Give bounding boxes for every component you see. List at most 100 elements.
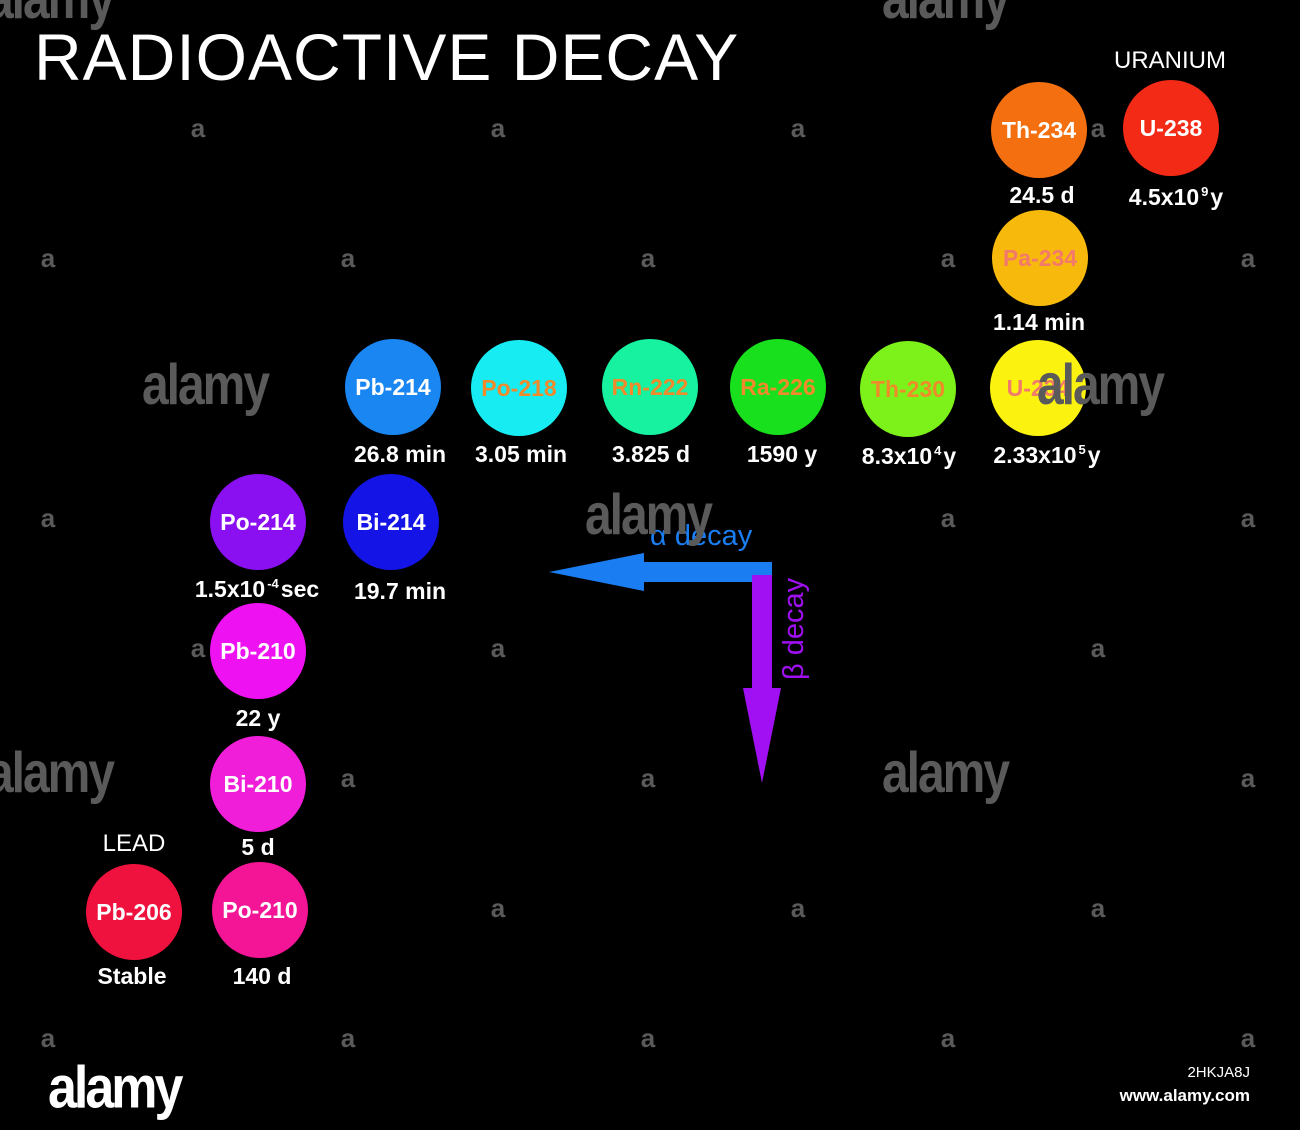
nuclide-name: U-238 (1139, 114, 1203, 141)
beta-decay-arrow (743, 575, 781, 783)
nuclide-rn222: Rn-222 (602, 339, 698, 435)
halflife-unit: sec (280, 576, 320, 602)
halflife-pb206: Stable (97, 965, 166, 988)
alamy-logo: alamy (48, 1054, 183, 1122)
halflife-value: 8.3x10 (861, 443, 933, 469)
halflife-po218: 3.05 min (475, 443, 567, 466)
nuclide-name: Po-214 (220, 508, 296, 535)
watermark-letter: a (40, 243, 56, 273)
halflife-u234: 2.33x10 5y (993, 443, 1100, 467)
nuclide-name: Pb-210 (220, 637, 296, 664)
watermark-letter: a (640, 763, 656, 793)
nuclide-po218: Po-218 (471, 340, 567, 436)
halflife-po210: 140 d (233, 965, 292, 988)
watermark-letter: a (190, 113, 206, 143)
nuclide-pa234: Pa-234 (992, 210, 1088, 306)
nuclide-u234: U-234 (990, 340, 1086, 436)
nuclide-bi210: Bi-210 (210, 736, 306, 832)
halflife-value: 1.14 min (992, 309, 1086, 335)
alpha-decay-label: α decay (650, 520, 753, 552)
nuclide-th234: Th-234 (991, 82, 1087, 178)
image-code: 2HKJA8J (1187, 1064, 1250, 1081)
halflife-exponent: 5 (1078, 442, 1086, 457)
nuclide-name: Po-218 (481, 374, 557, 401)
halflife-bi210: 5 d (241, 836, 274, 859)
halflife-pb214: 26.8 min (354, 443, 446, 466)
watermark-letter: a (1090, 633, 1106, 663)
site-url: www.alamy.com (1119, 1086, 1250, 1105)
watermark-letter: a (1090, 113, 1106, 143)
nuclide-po214: Po-214 (210, 474, 306, 570)
watermark-letter: a (940, 243, 956, 273)
lead-label: LEAD (102, 830, 166, 857)
watermark-word: alamy (141, 353, 270, 418)
nuclide-pb206: Pb-206 (86, 864, 182, 960)
nuclide-bi214: Bi-214 (343, 474, 439, 570)
watermark-letter: a (40, 503, 56, 533)
watermark-letter: a (40, 1023, 56, 1053)
halflife-value: 140 d (232, 963, 292, 989)
nuclide-name: Ra-226 (740, 373, 816, 400)
watermark-letter: a (340, 243, 356, 273)
halflife-po214: 1.5x10 -4sec (195, 577, 319, 601)
halflife-value: 4.5x10 (1128, 184, 1200, 210)
uranium-label: URANIUM (1114, 47, 1226, 74)
watermark-letter: a (1240, 1023, 1256, 1053)
halflife-th234: 24.5 d (1009, 184, 1074, 207)
watermark-word: alamy (881, 741, 1010, 806)
watermark-letter: a (940, 503, 956, 533)
nuclide-name: Bi-214 (356, 508, 426, 535)
halflife-ra226: 1590 y (747, 443, 817, 466)
watermark-letter: a (640, 1023, 656, 1053)
halflife-unit: y (943, 443, 957, 469)
watermark-letter: a (490, 113, 506, 143)
halflife-unit: y (1087, 442, 1101, 468)
halflife-value: 5 d (241, 834, 275, 860)
watermark-letter: a (1240, 243, 1256, 273)
halflife-value: 1590 y (746, 441, 818, 467)
halflife-pa234: 1.14 min (993, 311, 1085, 334)
watermark-letter: a (490, 633, 506, 663)
halflife-unit: y (1210, 184, 1224, 210)
nuclide-name: Pa-234 (1002, 244, 1078, 271)
halflife-value: 1.5x10 (194, 576, 266, 602)
halflife-value: 3.825 d (612, 441, 690, 467)
halflife-pb210: 22 y (236, 707, 281, 730)
watermark-letter: a (1090, 893, 1106, 923)
page-title: RADIOACTIVE DECAY (34, 20, 740, 94)
halflife-value: 2.33x10 (993, 442, 1077, 468)
watermark-letter: a (1240, 503, 1256, 533)
nuclide-po210: Po-210 (212, 862, 308, 958)
watermark-letter: a (640, 243, 656, 273)
halflife-rn222: 3.825 d (612, 443, 690, 466)
nuclide-ra226: Ra-226 (730, 339, 826, 435)
nuclide-pb214: Pb-214 (345, 339, 441, 435)
watermark-letter: a (1240, 763, 1256, 793)
nuclide-th230: Th-230 (860, 341, 956, 437)
halflife-th230: 8.3x10 4y (862, 444, 956, 468)
watermark-word: alamy (882, 0, 1010, 29)
alpha-decay-arrow (549, 553, 772, 591)
nuclide-name: Pb-206 (96, 898, 172, 925)
halflife-value: 26.8 min (353, 441, 447, 467)
nuclide-name: Th-234 (1001, 116, 1077, 143)
halflife-exponent: 9 (1201, 184, 1209, 199)
halflife-exponent: 4 (934, 443, 942, 458)
watermark-letter: a (790, 893, 806, 923)
nuclide-name: Bi-210 (223, 770, 293, 797)
nuclide-pb210: Pb-210 (210, 603, 306, 699)
halflife-value: Stable (97, 963, 167, 989)
watermark-letter: a (190, 633, 206, 663)
watermark-letter: a (790, 113, 806, 143)
beta-decay-label: β decay (778, 577, 810, 680)
watermark-letter: a (340, 1023, 356, 1053)
nuclide-name: Th-230 (870, 375, 946, 402)
halflife-value: 24.5 d (1009, 182, 1075, 208)
halflife-u238: 4.5x10 9y (1129, 185, 1223, 209)
nuclide-name: Rn-222 (611, 373, 689, 400)
watermark-letter: a (490, 893, 506, 923)
halflife-value: 19.7 min (353, 578, 447, 604)
halflife-value: 22 y (235, 705, 281, 731)
halflife-exponent: -4 (267, 576, 279, 591)
